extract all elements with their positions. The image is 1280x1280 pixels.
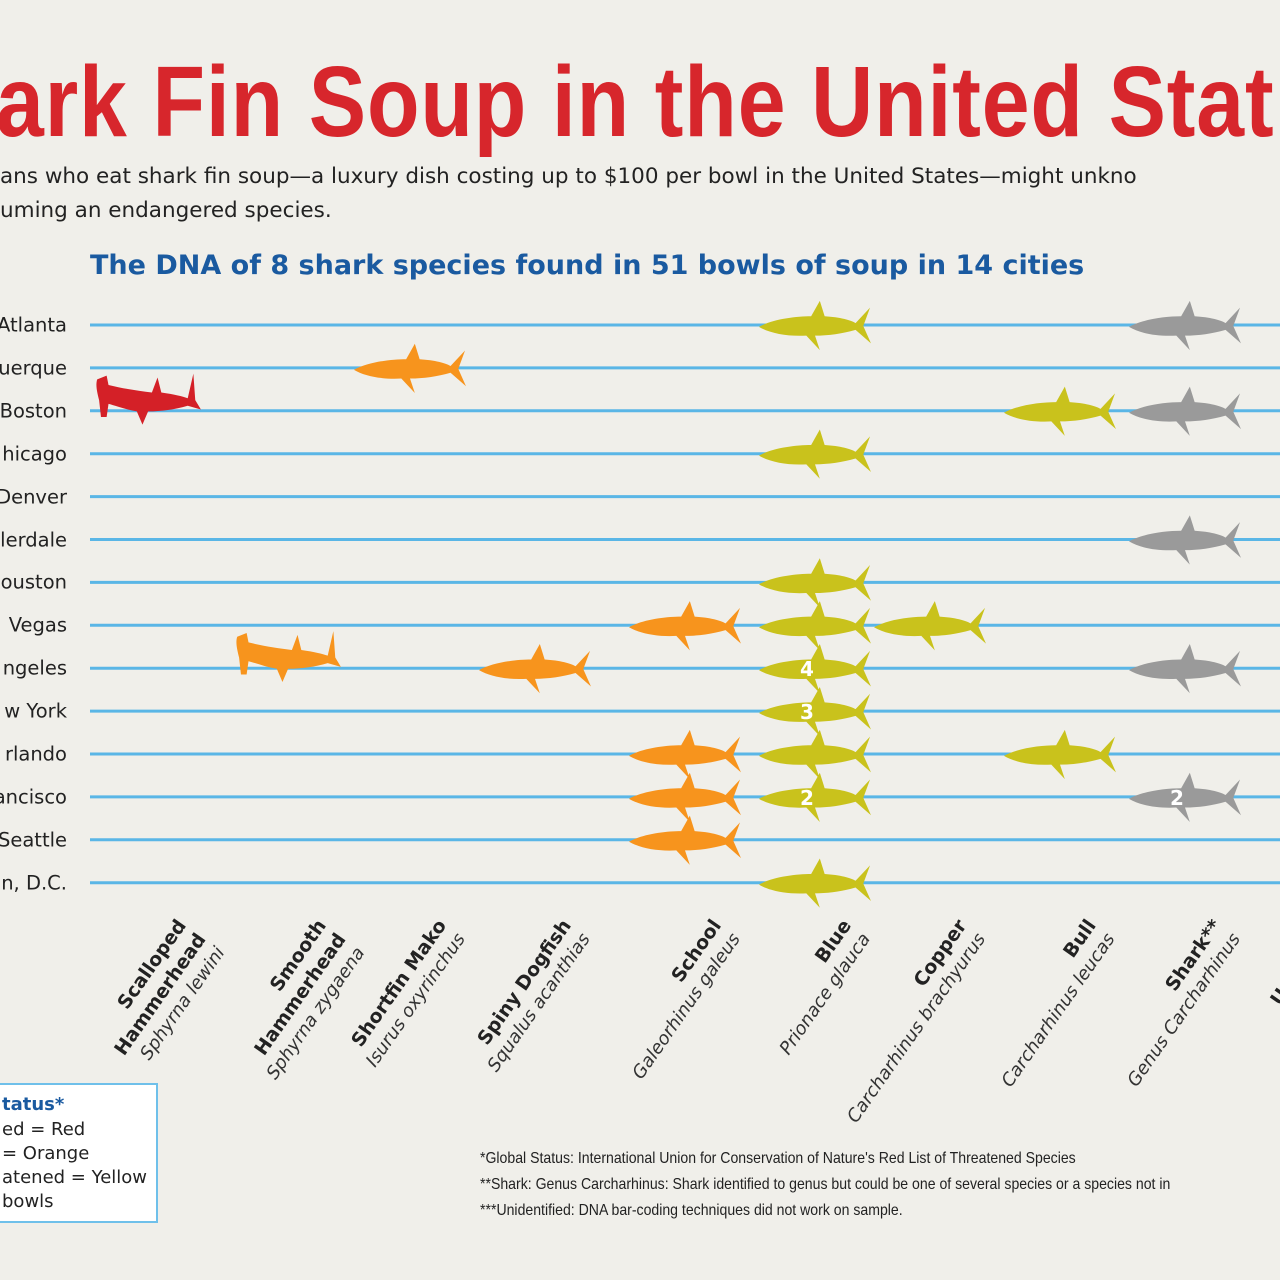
shark-icon	[629, 601, 741, 651]
shark-mark	[759, 558, 871, 608]
city-label: ngeles	[2, 656, 67, 680]
shark-icon	[759, 729, 871, 780]
shark-mark	[629, 601, 741, 651]
shark-icon	[629, 815, 741, 865]
shark-mark	[1129, 386, 1241, 436]
legend-item-yellow: atened = Yellow	[2, 1167, 148, 1188]
legend-box: tatus* ed = Red = Orange atened = Yellow…	[0, 1083, 158, 1223]
city-label: ouston	[0, 570, 67, 594]
legend-item-red: ed = Red	[2, 1119, 86, 1140]
shark-icon	[874, 601, 986, 651]
shark-mark	[759, 300, 871, 351]
hammerhead-icon	[96, 373, 201, 425]
shark-icon	[354, 343, 466, 394]
shark-icon	[759, 429, 871, 479]
shark-icon	[1129, 772, 1241, 823]
shark-mark: 4	[759, 644, 871, 694]
city-label: Seattle	[0, 828, 67, 852]
subtitle-line-2: uming an endangered species.	[0, 198, 332, 223]
shark-icon	[629, 772, 741, 823]
city-label: ancisco	[0, 785, 67, 809]
shark-icon	[1129, 644, 1241, 694]
city-label: n, D.C.	[1, 871, 67, 895]
shark-mark	[96, 373, 201, 425]
shark-icon	[759, 772, 871, 823]
city-label: Boston	[0, 399, 67, 423]
shark-icon	[1004, 386, 1116, 436]
subtitle-line-1: ans who eat shark fin soup—a luxury dish…	[0, 164, 1137, 189]
shark-mark	[1129, 515, 1241, 565]
shark-mark	[629, 772, 741, 823]
shark-mark	[479, 644, 591, 694]
city-label: Denver	[0, 485, 67, 509]
city-label: w York	[4, 699, 67, 723]
legend-item-orange: = Orange	[2, 1143, 90, 1164]
shark-mark	[759, 729, 871, 780]
page-title: ark Fin Soup in the United Stat	[0, 46, 1275, 158]
shark-icon	[759, 300, 871, 351]
shark-mark	[874, 601, 986, 651]
city-label: uerque	[0, 356, 67, 380]
city-label: rlando	[4, 742, 67, 766]
shark-mark	[1129, 300, 1241, 351]
shark-icon	[1129, 515, 1241, 565]
city-label: hicago	[2, 442, 67, 466]
shark-icon	[759, 644, 871, 694]
shark-mark	[1004, 729, 1116, 780]
shark-mark	[354, 343, 466, 394]
bowl-count: 2	[1170, 786, 1184, 810]
shark-mark	[759, 601, 871, 651]
shark-mark	[1129, 644, 1241, 694]
bowl-count: 2	[800, 786, 814, 810]
shark-mark	[1004, 386, 1116, 436]
shark-mark	[629, 729, 741, 780]
shark-mark	[759, 858, 871, 908]
legend-title: tatus*	[2, 1094, 65, 1115]
shark-mark: 2	[1129, 772, 1241, 823]
shark-icon	[759, 601, 871, 651]
shark-icon	[759, 686, 871, 737]
shark-icon	[1129, 300, 1241, 351]
city-label: Atlanta	[0, 313, 67, 337]
footnotes: *Global Status: International Union for …	[480, 1150, 1170, 1228]
shark-icon	[629, 729, 741, 780]
shark-mark	[759, 429, 871, 479]
hammerhead-icon	[236, 631, 341, 682]
chart-headline: The DNA of 8 shark species found in 51 b…	[90, 250, 1085, 281]
shark-mark: 3	[759, 686, 871, 737]
footnote-global-status: *Global Status: International Union for …	[480, 1150, 1076, 1167]
bowl-count: 3	[800, 700, 814, 724]
shark-icon	[759, 558, 871, 608]
shark-icon	[1004, 729, 1116, 780]
shark-mark	[629, 815, 741, 865]
footnote-unidentified: ***Unidentified: DNA bar-coding techniqu…	[480, 1202, 903, 1219]
shark-icon	[1129, 386, 1241, 436]
shark-icon	[759, 858, 871, 908]
legend-item-bowls: bowls	[2, 1191, 54, 1212]
shark-icon	[479, 644, 591, 694]
city-label: lerdale	[0, 528, 67, 551]
city-label: Vegas	[8, 613, 67, 637]
shark-mark: 2	[759, 772, 871, 823]
shark-mark	[236, 631, 341, 682]
footnote-shark-genus: **Shark: Genus Carcharhinus: Shark ident…	[480, 1176, 1171, 1193]
bowl-count: 4	[800, 657, 814, 681]
